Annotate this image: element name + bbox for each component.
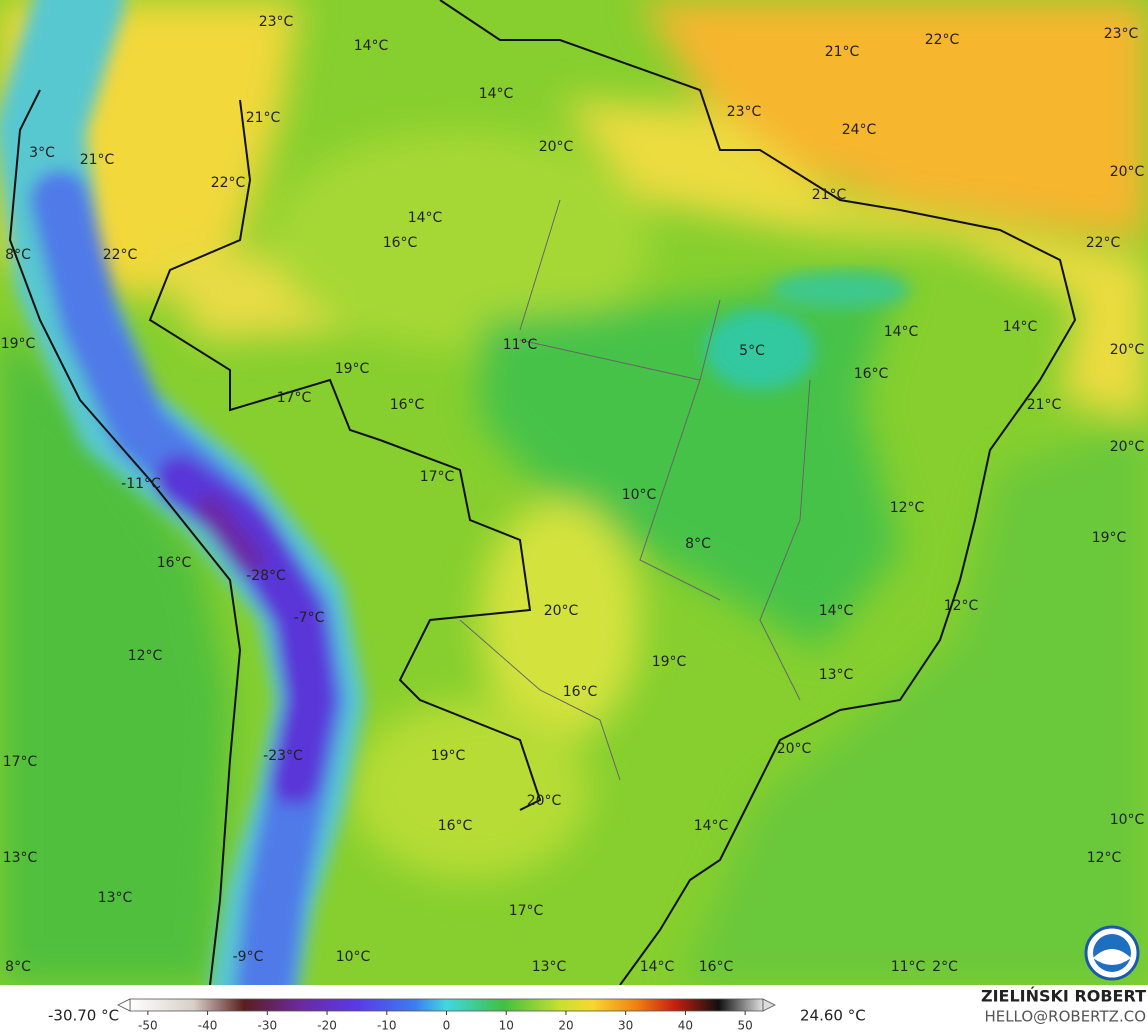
temp-label: 16°C [157, 555, 192, 571]
temp-label: 14°C [640, 959, 675, 975]
temp-label: 17°C [277, 390, 312, 406]
temp-label: 22°C [211, 175, 246, 191]
temp-label: 19°C [1092, 530, 1127, 546]
temp-label: 23°C [1104, 26, 1139, 42]
temp-label: -23°C [263, 748, 303, 764]
temp-label: 8°C [5, 247, 31, 263]
credit-contact: HELLO@ROBERTZ.CO [984, 1008, 1146, 1026]
temp-label: 16°C [563, 684, 598, 700]
temp-label: -11°C [121, 476, 161, 492]
temp-label: 20°C [544, 603, 579, 619]
temp-label: 21°C [825, 44, 860, 60]
temp-label: 24°C [842, 122, 877, 138]
colorbar-tick-label: 30 [618, 1019, 633, 1033]
temp-label: 13°C [532, 959, 567, 975]
temp-label: 13°C [3, 850, 38, 866]
temp-label: 19°C [652, 654, 687, 670]
temp-label: 13°C [819, 667, 854, 683]
temp-label: 10°C [1110, 812, 1145, 828]
credit-name: ZIELIŃSKI ROBERT [981, 987, 1146, 1006]
temp-label: -9°C [233, 949, 264, 965]
temp-label: 20°C [777, 741, 812, 757]
temp-label: 14°C [479, 86, 514, 102]
colorbar: -50 -40 -30 -20 -10 0 10 20 30 40 50 [117, 998, 776, 1033]
temp-label: 17°C [509, 903, 544, 919]
colorbar-max: 24.60 °C [800, 1007, 866, 1025]
temp-label: 10°C [336, 949, 371, 965]
colorbar-end [762, 998, 776, 1012]
temp-label: 12°C [128, 648, 163, 664]
temp-label: 14°C [694, 818, 729, 834]
colorbar-gradient [129, 998, 764, 1012]
colorbar-tick-label: 10 [499, 1019, 514, 1033]
colorbar-tick-label: -40 [198, 1019, 218, 1033]
temp-label: 22°C [1086, 235, 1121, 251]
map-field [0, 0, 1148, 985]
temp-label: 21°C [80, 152, 115, 168]
temp-label: 11°C [891, 959, 926, 975]
temp-label: 20°C [527, 793, 562, 809]
temp-label: 16°C [383, 235, 418, 251]
temp-label: 16°C [699, 959, 734, 975]
temp-label: 12°C [890, 500, 925, 516]
temp-label: 17°C [3, 754, 38, 770]
temp-label: 23°C [259, 14, 294, 30]
temp-label: 22°C [925, 32, 960, 48]
temp-label: 14°C [884, 324, 919, 340]
temp-label: 20°C [1110, 342, 1145, 358]
temp-label: 11°C [503, 337, 538, 353]
temp-label: 20°C [539, 139, 574, 155]
temp-label: 19°C [1, 336, 36, 352]
temp-label: 20°C [1110, 164, 1145, 180]
temp-label: 16°C [854, 366, 889, 382]
temp-label: 10°C [622, 487, 657, 503]
temp-label: 23°C [727, 104, 762, 120]
temp-label: 22°C [103, 247, 138, 263]
temp-label: 14°C [1003, 319, 1038, 335]
temp-label: 16°C [438, 818, 473, 834]
temp-label: 2°C [932, 959, 958, 975]
colorbar-tick-label: 0 [443, 1019, 451, 1033]
temp-label: 21°C [812, 187, 847, 203]
colorbar-end [117, 998, 131, 1012]
temp-label: -28°C [246, 568, 286, 584]
colorbar-tick-label: 50 [737, 1019, 752, 1033]
temp-label: 20°C [1110, 439, 1145, 455]
temp-label: 21°C [1027, 397, 1062, 413]
temp-label: 19°C [335, 361, 370, 377]
temp-label: 5°C [739, 343, 765, 359]
colorbar-tick-label: 20 [558, 1019, 573, 1033]
colorbar-min: -30.70 °C [48, 1007, 119, 1025]
temp-label: 17°C [420, 469, 455, 485]
temp-label: 3°C [29, 145, 55, 161]
temp-label: 19°C [431, 748, 466, 764]
temp-label: 13°C [98, 890, 133, 906]
temperature-labels: 23°C 14°C 14°C 21°C 22°C 23°C 21°C 3°C 21°C 20°C 2… [1, 14, 1145, 975]
temp-label: 14°C [819, 603, 854, 619]
colorbar-tick-label: -50 [138, 1019, 158, 1033]
temp-label: 8°C [5, 959, 31, 975]
temp-label: 12°C [1087, 850, 1122, 866]
colorbar-tick-label: -30 [258, 1019, 278, 1033]
colorbar-tick-label: -10 [377, 1019, 397, 1033]
temp-label: 12°C [944, 598, 979, 614]
noaa-logo [1084, 925, 1140, 981]
temp-label: 14°C [354, 38, 389, 54]
temp-label: 14°C [408, 210, 443, 226]
temp-label: 8°C [685, 536, 711, 552]
colorbar-tick-label: -20 [317, 1019, 337, 1033]
temp-label: -7°C [294, 610, 325, 626]
temp-label: 21°C [246, 110, 281, 126]
temp-label: 16°C [390, 397, 425, 413]
colorbar-tick-label: 40 [678, 1019, 693, 1033]
